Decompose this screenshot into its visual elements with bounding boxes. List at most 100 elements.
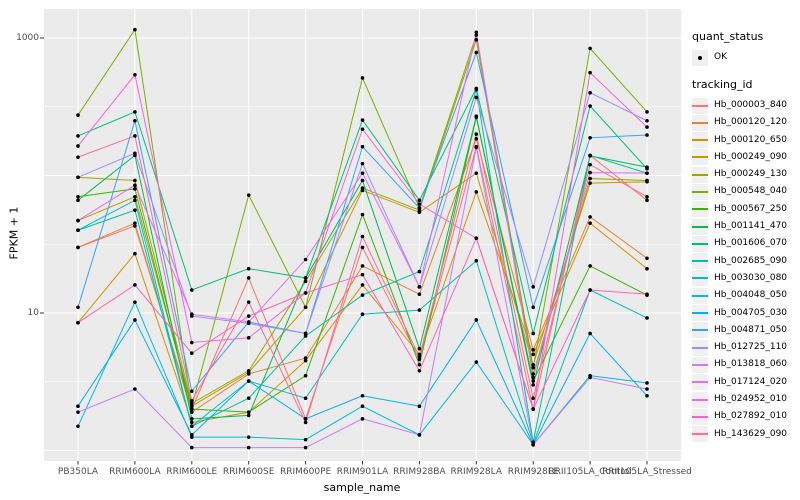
- legend-key-Hb_001606_070: [692, 235, 708, 252]
- data-point: [246, 300, 251, 304]
- data-point: [133, 27, 137, 32]
- data-point: [417, 269, 422, 274]
- data-point: [76, 134, 80, 138]
- data-point: [360, 234, 365, 239]
- data-point: [360, 272, 365, 277]
- data-point: [474, 114, 479, 118]
- data-point: [76, 410, 80, 414]
- data-point: [133, 283, 137, 287]
- data-point: [76, 198, 80, 203]
- legend-label-Hb_001141_470: Hb_001141_470: [714, 221, 788, 232]
- legend-key-Hb_004705_030: [692, 305, 708, 322]
- legend-label-Hb_004705_030: Hb_004705_030: [714, 307, 788, 318]
- data-point: [531, 347, 535, 352]
- legend-key-Hb_143629_090: [692, 426, 708, 443]
- legend-line-swatch-icon: [692, 277, 708, 280]
- data-point: [246, 368, 251, 373]
- data-point: [417, 285, 422, 289]
- data-point: [645, 292, 649, 297]
- data-point: [531, 352, 535, 357]
- legend-key-Hb_000003_840: [692, 97, 708, 114]
- legend-item-Hb_004705_030: Hb_004705_030: [692, 305, 800, 322]
- data-point: [531, 375, 535, 380]
- data-point: [645, 125, 649, 129]
- legend-item-Hb_002685_090: Hb_002685_090: [692, 253, 800, 270]
- data-point: [360, 245, 365, 250]
- data-point: [531, 305, 535, 310]
- legend-key-Hb_001141_470: [692, 218, 708, 235]
- legend-key-Hb_000567_250: [692, 201, 708, 218]
- legend-item-Hb_012725_110: Hb_012725_110: [692, 339, 800, 356]
- data-point: [76, 305, 80, 310]
- legend-line-swatch-icon: [692, 139, 708, 142]
- data-point: [76, 218, 80, 223]
- data-point: [531, 396, 535, 401]
- data-point: [76, 404, 80, 408]
- legend-title-tracking-id: tracking_id: [692, 78, 753, 91]
- legend-key-Hb_012725_110: [692, 339, 708, 356]
- x-tick-label-RRIM600LE: RRIM600LE: [166, 467, 218, 477]
- data-point: [360, 264, 365, 268]
- data-point: [246, 445, 251, 450]
- data-point: [417, 206, 422, 210]
- data-point: [474, 33, 479, 37]
- legend-item-quant-status-ok: OK: [692, 49, 800, 66]
- x-axis-title: sample_name: [323, 481, 401, 494]
- data-point: [588, 176, 592, 181]
- data-point: [531, 365, 535, 370]
- data-point: [360, 293, 365, 297]
- legend-key-Hb_013818_060: [692, 356, 708, 373]
- legend-line-swatch-icon: [692, 225, 708, 228]
- data-point: [133, 183, 137, 188]
- data-point: [588, 162, 592, 167]
- legend-line-swatch-icon: [692, 294, 708, 297]
- data-point: [588, 181, 592, 185]
- data-point: [360, 312, 365, 317]
- legend-item-Hb_004048_050: Hb_004048_050: [692, 287, 800, 304]
- data-point: [303, 356, 308, 360]
- data-point: [246, 266, 251, 271]
- data-point: [246, 320, 251, 324]
- data-point: [588, 264, 592, 268]
- legend-key-ok: [692, 49, 708, 66]
- series-points-Hb_027892_010: [76, 236, 649, 411]
- data-point: [246, 413, 251, 418]
- data-point: [360, 212, 365, 217]
- legend-line-swatch-icon: [692, 346, 708, 349]
- data-point: [133, 208, 137, 212]
- legend-item-Hb_000120_120: Hb_000120_120: [692, 114, 800, 131]
- legend-line-swatch-icon: [692, 329, 708, 332]
- legend-label-Hb_000567_250: Hb_000567_250: [714, 203, 788, 214]
- data-point: [645, 133, 649, 137]
- data-point: [645, 316, 649, 320]
- data-point: [133, 151, 137, 156]
- data-point: [246, 314, 251, 318]
- data-point: [417, 292, 422, 297]
- data-point: [360, 404, 365, 408]
- legend-item-Hb_000120_650: Hb_000120_650: [692, 132, 800, 149]
- data-point: [303, 334, 308, 338]
- data-point: [190, 389, 194, 393]
- legend-item-Hb_000003_840: Hb_000003_840: [692, 97, 800, 114]
- legend-line-swatch-icon: [692, 242, 708, 245]
- legend-label-Hb_000548_040: Hb_000548_040: [714, 186, 788, 197]
- legend-label-Hb_000003_840: Hb_000003_840: [714, 100, 788, 110]
- legend-key-Hb_000120_120: [692, 114, 708, 131]
- series-points-Hb_013818_060: [76, 145, 649, 450]
- legend-line-swatch-icon: [692, 312, 708, 315]
- data-point: [76, 320, 80, 325]
- data-point: [190, 398, 194, 403]
- data-point: [303, 305, 308, 310]
- data-point: [133, 110, 137, 114]
- legend-label-Hb_004871_050: Hb_004871_050: [714, 324, 788, 335]
- data-point: [474, 88, 479, 92]
- data-point: [303, 396, 308, 401]
- legend-line-swatch-icon: [692, 433, 708, 436]
- y-tick-label-10: 10: [27, 307, 39, 318]
- data-point: [417, 433, 422, 437]
- data-point: [417, 202, 422, 206]
- x-tick-label-RRIM928LE: RRIM928LE: [507, 467, 559, 477]
- legend-label-Hb_000249_090: Hb_000249_090: [714, 151, 788, 162]
- data-point: [531, 363, 535, 367]
- data-point: [133, 318, 137, 322]
